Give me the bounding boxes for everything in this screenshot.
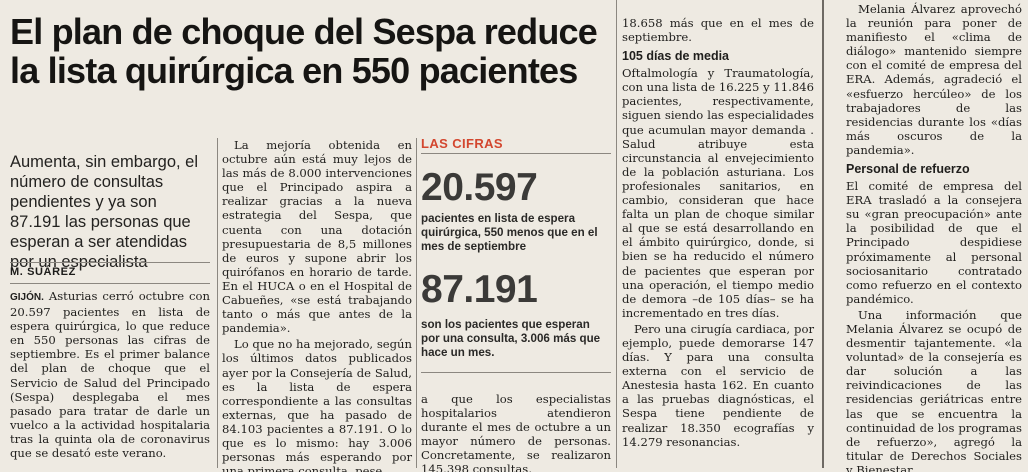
cifra-quirurgica-number: 20.597: [421, 166, 538, 209]
column-divider-4: [822, 0, 824, 468]
column-5-paragraph-3: Una información que Melania Álvarez se o…: [846, 307, 1022, 472]
column-3-paragraph: a que los especialistas hospitalarios at…: [421, 392, 611, 472]
author-byline: M. SUÁREZ: [10, 266, 76, 278]
column-2: La mejoría obtenida en octubre aún está …: [222, 138, 412, 472]
column-divider-2: [416, 138, 417, 468]
column-5: Melania Álvarez aprovechó la reunión par…: [846, 2, 1022, 472]
headline: El plan de choque del Sespa reduce la li…: [10, 11, 598, 91]
column-divider-3: [616, 0, 617, 468]
column-4-paragraph-1: Oftalmología y Traumatología, con una li…: [622, 66, 814, 320]
column-4: 18.658 más que en el mes de septiembre. …: [622, 16, 814, 451]
cifras-rule: [421, 153, 611, 154]
column-5-paragraph-2: El comité de empresa del ERA trasladó a …: [846, 179, 1022, 306]
cifras-label: LAS CIFRAS: [421, 136, 503, 151]
standfirst: Aumenta, sin embargo, el número de consu…: [10, 153, 199, 271]
author-rule-bottom: [10, 283, 210, 284]
subhead-personal-refuerzo: Personal de refuerzo: [846, 162, 970, 177]
column-3-bottom: a que los especialistas hospitalarios at…: [421, 392, 611, 472]
cifras-rule-bottom: [421, 372, 611, 373]
author-rule-top: [10, 262, 210, 263]
cifra-quirurgica-text: pacientes en lista de espera quirúrgica,…: [421, 212, 598, 253]
column-2-paragraph-2: Lo que no ha mejorado, según los últimos…: [222, 337, 412, 472]
dateline: GIJÓN.: [10, 292, 44, 303]
cifra-consultas-number: 87.191: [421, 268, 538, 311]
column-1: GIJÓN. Asturias cerró octubre con 20.597…: [10, 289, 210, 462]
cifra-consultas-text: son los pacientes que esperan por una co…: [421, 318, 601, 359]
column-divider-1: [217, 138, 218, 468]
column-4-top: 18.658 más que en el mes de septiembre.: [622, 16, 814, 45]
column-1-text: Asturias cerró octubre con 20.597 pacien…: [10, 289, 210, 461]
subhead-105-dias: 105 días de media: [622, 49, 730, 64]
column-4-paragraph-2: Pero una cirugía cardiaca, por ejemplo, …: [622, 321, 814, 449]
column-5-paragraph-1: Melania Álvarez aprovechó la reunión par…: [846, 2, 1022, 157]
column-2-paragraph-1: La mejoría obtenida en octubre aún está …: [222, 138, 412, 336]
